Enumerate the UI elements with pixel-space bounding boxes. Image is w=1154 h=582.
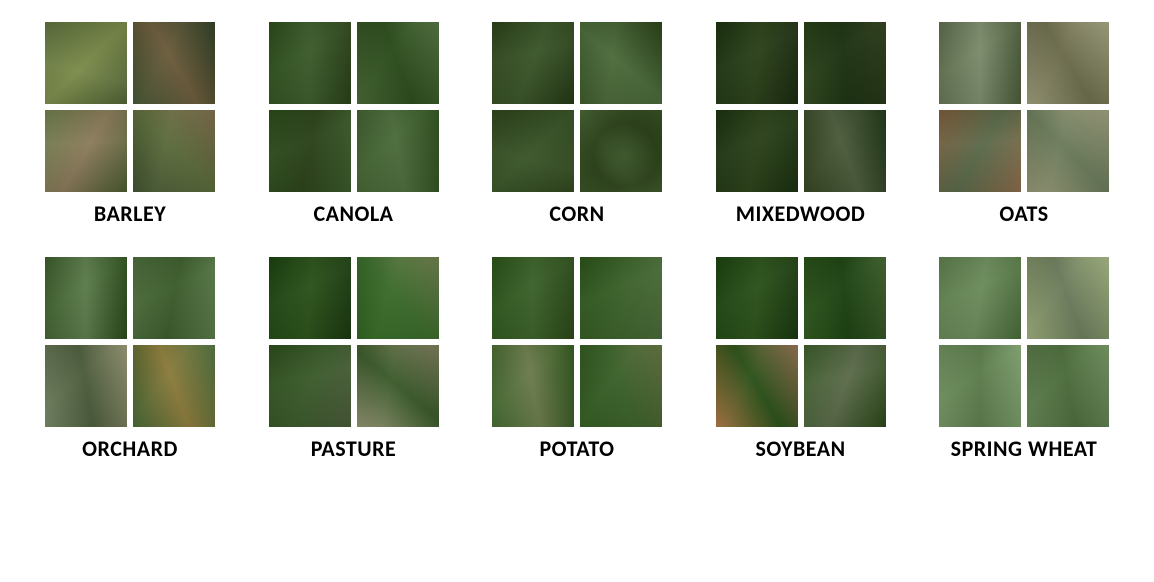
- category-corn: CORN: [477, 22, 677, 227]
- sample-tile: [45, 345, 127, 427]
- sample-tile: [357, 22, 439, 104]
- sample-tile: [580, 110, 662, 192]
- category-potato: POTATO: [477, 257, 677, 462]
- sample-tile: [269, 345, 351, 427]
- tile-grid: [939, 22, 1109, 192]
- category-label: SOYBEAN: [755, 435, 845, 462]
- sample-tile: [133, 257, 215, 339]
- tile-grid: [45, 22, 215, 192]
- sample-tile: [1027, 345, 1109, 427]
- sample-tile: [45, 22, 127, 104]
- top-row: BARLEY CANOLA CORN MIXEDWOOD OATS: [30, 22, 1124, 227]
- sample-tile: [716, 22, 798, 104]
- sample-tile: [492, 22, 574, 104]
- sample-tile: [939, 257, 1021, 339]
- sample-tile: [357, 110, 439, 192]
- category-label: ORCHARD: [82, 435, 178, 462]
- sample-tile: [357, 257, 439, 339]
- sample-tile: [580, 257, 662, 339]
- sample-tile: [45, 110, 127, 192]
- category-oats: OATS: [924, 22, 1124, 227]
- sample-tile: [492, 110, 574, 192]
- sample-tile: [580, 22, 662, 104]
- sample-tile: [133, 345, 215, 427]
- category-label: MIXEDWOOD: [736, 200, 865, 227]
- category-canola: CANOLA: [254, 22, 454, 227]
- sample-tile: [133, 110, 215, 192]
- category-label: BARLEY: [94, 200, 166, 227]
- category-soybean: SOYBEAN: [701, 257, 901, 462]
- tile-grid: [492, 22, 662, 192]
- sample-tile: [357, 345, 439, 427]
- sample-tile: [804, 257, 886, 339]
- category-label: SPRING WHEAT: [951, 435, 1098, 462]
- category-orchard: ORCHARD: [30, 257, 230, 462]
- sample-tile: [939, 110, 1021, 192]
- sample-tile: [804, 345, 886, 427]
- category-label: CANOLA: [314, 200, 394, 227]
- sample-tile: [716, 257, 798, 339]
- category-label: CORN: [549, 200, 604, 227]
- sample-tile: [804, 22, 886, 104]
- sample-tile: [1027, 22, 1109, 104]
- sample-tile: [1027, 257, 1109, 339]
- category-label: OATS: [999, 200, 1048, 227]
- sample-tile: [45, 257, 127, 339]
- sample-tile: [269, 22, 351, 104]
- category-mixedwood: MIXEDWOOD: [701, 22, 901, 227]
- category-label: POTATO: [539, 435, 614, 462]
- sample-tile: [133, 22, 215, 104]
- tile-grid: [716, 257, 886, 427]
- sample-tile: [804, 110, 886, 192]
- sample-tile: [492, 345, 574, 427]
- bottom-row: ORCHARD PASTURE POTATO SOYBEAN SPRING WHEAT: [30, 257, 1124, 462]
- tile-grid: [269, 257, 439, 427]
- sample-tile: [716, 345, 798, 427]
- sample-tile: [1027, 110, 1109, 192]
- category-barley: BARLEY: [30, 22, 230, 227]
- category-spring-wheat: SPRING WHEAT: [924, 257, 1124, 462]
- sample-tile: [939, 22, 1021, 104]
- sample-tile: [580, 345, 662, 427]
- category-label: PASTURE: [311, 435, 397, 462]
- sample-tile: [269, 257, 351, 339]
- sample-tile: [939, 345, 1021, 427]
- tile-grid: [45, 257, 215, 427]
- category-pasture: PASTURE: [254, 257, 454, 462]
- crop-classes-figure: BARLEY CANOLA CORN MIXEDWOOD OATS ORCHARD PAS…: [0, 0, 1154, 582]
- tile-grid: [269, 22, 439, 192]
- tile-grid: [716, 22, 886, 192]
- sample-tile: [492, 257, 574, 339]
- tile-grid: [492, 257, 662, 427]
- tile-grid: [939, 257, 1109, 427]
- sample-tile: [716, 110, 798, 192]
- sample-tile: [269, 110, 351, 192]
